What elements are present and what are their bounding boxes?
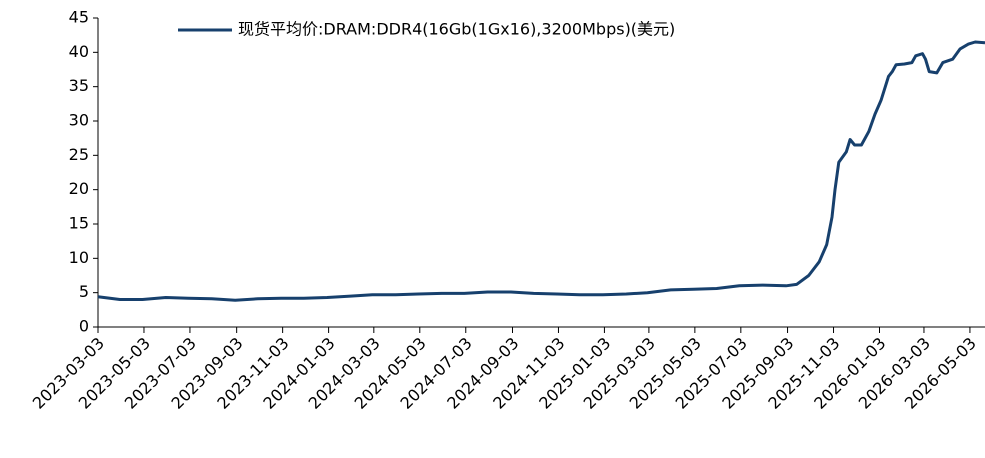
y-tick-label: 45 (69, 8, 89, 27)
y-tick-label: 0 (79, 317, 89, 336)
data-line (97, 40, 985, 302)
y-tick-label: 35 (69, 76, 89, 95)
y-tick-label: 15 (69, 214, 89, 233)
y-tick-label: 30 (69, 111, 89, 130)
y-tick-label: 25 (69, 145, 89, 164)
y-tick-label: 5 (79, 282, 89, 301)
y-tick-label: 20 (69, 179, 89, 198)
y-tick-label: 40 (69, 42, 89, 61)
y-tick-label: 10 (69, 248, 89, 267)
legend-label: 现货平均价:DRAM:DDR4(16Gb(1Gx16),3200Mbps)(美元… (238, 20, 675, 39)
